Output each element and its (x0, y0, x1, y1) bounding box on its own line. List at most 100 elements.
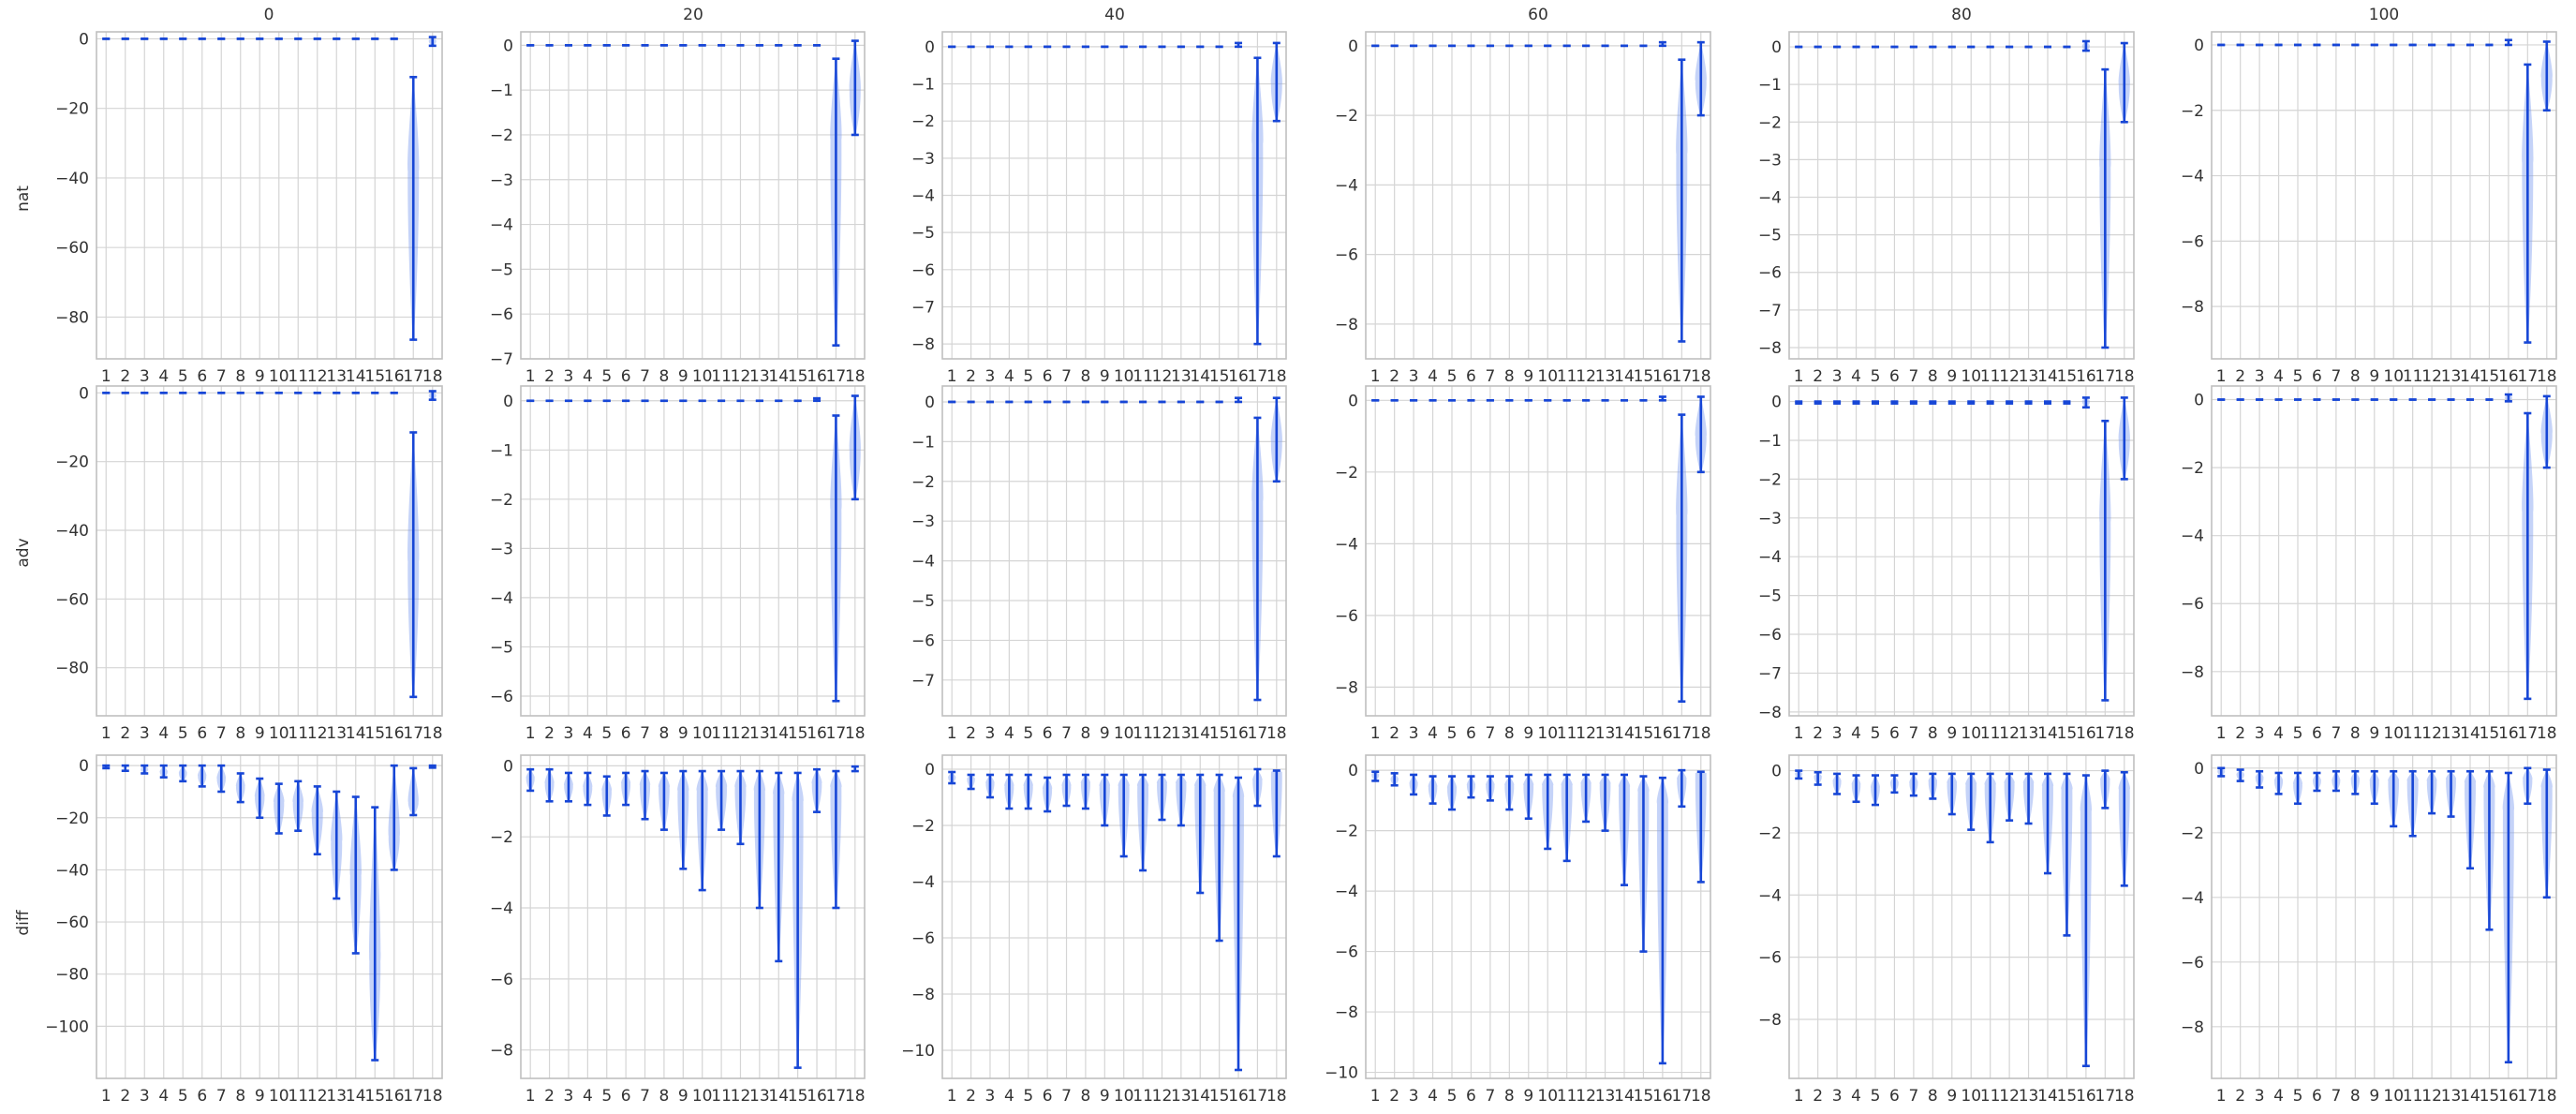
x-tick-label: 3 (2255, 1087, 2265, 1106)
x-tick-label: 15 (2480, 724, 2500, 743)
x-tick-label: 16 (2076, 1087, 2096, 1106)
x-tick-label: 16 (384, 1087, 405, 1106)
x-tick-label: 10 (1961, 724, 1981, 743)
x-tick-label: 6 (1889, 367, 1900, 386)
x-tick-label: 15 (364, 1087, 385, 1106)
x-tick-label: 2 (1813, 1087, 1823, 1106)
x-tick-label: 10 (269, 367, 289, 386)
x-tick-label: 16 (1652, 1087, 1673, 1106)
y-tick-label: −2 (2181, 459, 2204, 478)
x-tick-label: 4 (2273, 1087, 2284, 1106)
y-tick-label: −4 (911, 873, 935, 892)
y-tick-label: −6 (1335, 607, 1358, 626)
x-tick-label: 18 (2537, 1087, 2557, 1106)
x-tick-label: 17 (1672, 724, 1693, 743)
x-tick-label: 8 (659, 367, 670, 386)
x-tick-label: 11 (1980, 367, 2001, 386)
x-tick-label: 11 (1133, 724, 1153, 743)
x-tick-label: 16 (1652, 724, 1673, 743)
x-tick-label: 17 (1248, 367, 1268, 386)
x-tick-label: 7 (216, 724, 227, 743)
y-tick-label: −2 (2181, 824, 2204, 843)
x-tick-label: 2 (544, 1087, 555, 1106)
y-tick-label: −1 (490, 441, 513, 460)
x-tick-label: 18 (1691, 367, 1711, 386)
x-tick-label: 13 (2441, 1087, 2462, 1106)
x-tick-label: 2 (2235, 724, 2245, 743)
y-tick-label: −40 (55, 170, 89, 188)
y-tick-label: −20 (55, 810, 89, 828)
x-tick-label: 3 (1409, 1087, 1419, 1106)
x-tick-label: 3 (564, 367, 574, 386)
x-tick-label: 2 (2235, 1087, 2245, 1106)
x-tick-label: 11 (2403, 1087, 2423, 1106)
y-tick-label: −6 (1335, 246, 1358, 265)
x-tick-label: 14 (1190, 1087, 1210, 1106)
x-tick-label: 15 (788, 367, 808, 386)
panel-frame (520, 754, 866, 1079)
x-tick-label: 5 (178, 1087, 188, 1106)
y-tick-label: −7 (911, 298, 935, 317)
x-tick-label: 4 (583, 1087, 593, 1106)
x-tick-label: 1 (526, 724, 536, 743)
y-tick-label: −6 (490, 971, 513, 989)
x-tick-label: 16 (2076, 367, 2096, 386)
x-tick-label: 11 (1557, 367, 1577, 386)
y-tick-label: −5 (911, 592, 935, 611)
x-tick-label: 18 (422, 367, 443, 386)
x-tick-label: 10 (692, 1087, 713, 1106)
y-tick-label: −6 (2181, 595, 2204, 614)
x-tick-label: 18 (422, 724, 443, 743)
y-tick-label: −5 (911, 224, 935, 243)
x-tick-label: 7 (1908, 1087, 1918, 1106)
x-tick-label: 14 (1614, 1087, 1635, 1106)
x-tick-label: 9 (1523, 1087, 1533, 1106)
x-tick-label: 5 (178, 367, 188, 386)
x-tick-label: 8 (235, 367, 245, 386)
x-tick-label: 3 (564, 1087, 574, 1106)
x-tick-label: 18 (1691, 724, 1711, 743)
panel-frame (96, 754, 443, 1079)
y-tick-label: −1 (911, 76, 935, 95)
x-tick-label: 14 (2037, 1087, 2058, 1106)
y-tick-label: 0 (2194, 37, 2204, 55)
y-tick-label: −40 (55, 861, 89, 880)
x-tick-label: 10 (1537, 1087, 1558, 1106)
x-tick-label: 10 (2383, 724, 2404, 743)
y-tick-label: 0 (2194, 760, 2204, 779)
x-tick-label: 4 (1004, 724, 1014, 743)
x-tick-label: 6 (1466, 1087, 1476, 1106)
x-tick-label: 9 (255, 1087, 265, 1106)
x-tick-label: 1 (1794, 1087, 1804, 1106)
x-tick-label: 14 (768, 724, 789, 743)
x-tick-label: 7 (216, 367, 227, 386)
y-tick-label: −2 (911, 817, 935, 836)
y-tick-label: 0 (79, 757, 89, 776)
x-tick-label: 18 (2537, 367, 2557, 386)
x-tick-label: 8 (1504, 1087, 1515, 1106)
x-tick-label: 17 (1248, 1087, 1268, 1106)
panel-frame (2211, 754, 2557, 1079)
x-tick-label: 16 (2076, 724, 2096, 743)
y-tick-label: −6 (911, 261, 935, 280)
x-tick-label: 8 (1081, 367, 1091, 386)
x-tick-label: 11 (1980, 1087, 2001, 1106)
column-title: 60 (1528, 6, 1548, 24)
panels: 0−20−40−60−801 2 3 4 5 6 7 8 9 101112131415161718… (45, 30, 2557, 1106)
row-label: adv (14, 538, 33, 567)
x-tick-label: 18 (845, 724, 866, 743)
x-tick-label: 3 (1832, 367, 1843, 386)
x-tick-label: 8 (1504, 724, 1515, 743)
x-tick-label: 5 (1447, 367, 1458, 386)
panel-frame (96, 385, 443, 717)
x-tick-label: 9 (2369, 724, 2379, 743)
x-tick-label: 16 (807, 367, 827, 386)
x-tick-label: 3 (985, 367, 996, 386)
y-tick-label: −6 (490, 305, 513, 324)
x-tick-label: 4 (158, 1087, 169, 1106)
x-tick-label: 16 (2498, 1087, 2519, 1106)
panel-adv-80: 0−1−2−3−4−5−6−7−81 2 3 4 5 6 7 8 9 10111213141516… (1758, 385, 2135, 743)
panel-frame (520, 31, 866, 360)
x-tick-label: 15 (364, 367, 385, 386)
